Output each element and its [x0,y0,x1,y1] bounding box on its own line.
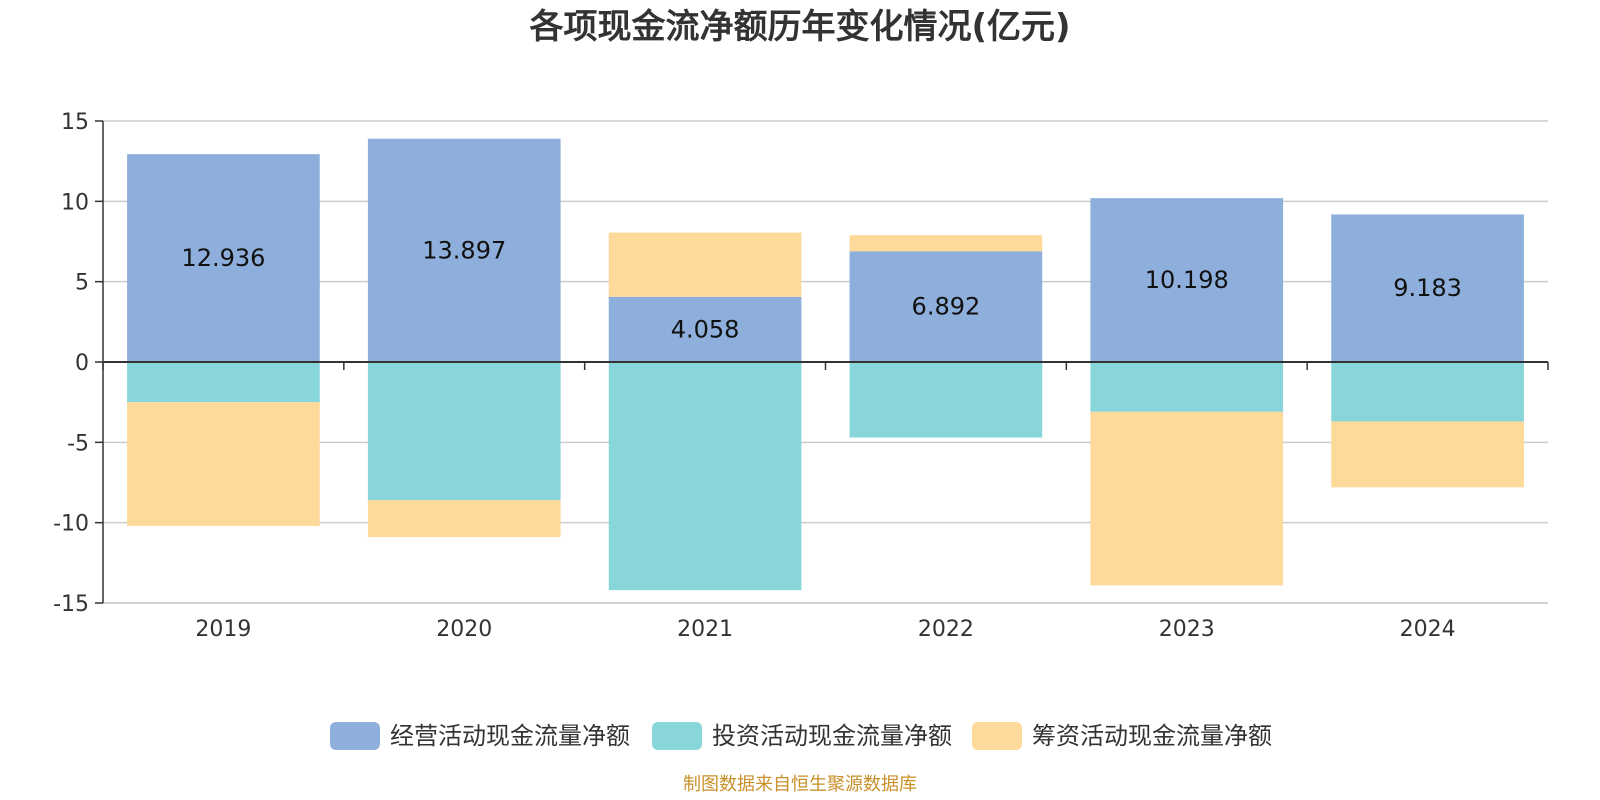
x-tick-label: 2019 [195,617,251,642]
x-tick-label: 2023 [1159,617,1215,642]
data-label-2019: 12.936 [181,244,265,272]
bar-2024-series-1 [1331,214,1524,362]
bar-2023-series-3 [1090,411,1284,586]
y-tick-label: -10 [53,512,89,537]
bar-2020-series-1 [367,138,561,362]
y-tick-label: 15 [61,110,89,135]
y-axis-tick-labels: 15 10 5 0 -5 -10 -15 [53,110,89,617]
data-label-2022: 6.892 [912,293,981,321]
y-tick-label: 10 [61,190,89,215]
bar-2020-series-2 [367,362,561,501]
bar-2021-series-3 [608,232,802,297]
legend: 经营活动现金流量净额 投资活动现金流量净额 筹资活动现金流量净额 [330,722,1272,750]
y-tick-label: 0 [75,351,89,376]
legend-label-2: 投资活动现金流量净额 [712,722,952,750]
bars [127,138,1524,591]
grid-lines [103,120,1548,604]
bar-2022-series-3 [849,235,1043,252]
bar-2019-series-1 [127,154,320,362]
bar-2022-series-1 [849,251,1043,362]
bar-2024-series-3 [1331,421,1524,488]
x-axis-tick-labels: 2019 2020 2021 2022 2023 2024 [195,617,1455,642]
data-label-2021: 4.058 [671,315,740,343]
data-label-2020: 13.897 [422,236,506,264]
source-note: 制图数据来自恒生聚源数据库 [683,774,917,795]
bar-2021-series-1 [608,296,802,362]
data-labels: 12.936 13.897 4.058 6.892 10.198 9.183 [181,236,1462,343]
bar-2020-series-3 [367,500,561,538]
chart-title: 各项现金流净额历年变化情况(亿元) [529,7,1070,47]
bar-2023-series-2 [1090,362,1284,412]
bar-2023-series-1 [1090,198,1284,362]
y-tick-label: -5 [67,431,89,456]
axes [95,120,1549,604]
x-tick-label: 2020 [436,617,492,642]
bar-2019-series-2 [127,362,320,403]
bar-2019-series-3 [127,402,320,526]
bar-2022-series-2 [849,362,1043,438]
y-tick-label: -15 [53,592,89,617]
bar-2024-series-2 [1331,362,1524,422]
data-label-2023: 10.198 [1145,266,1229,294]
legend-swatch-2 [652,722,702,750]
legend-swatch-3 [972,722,1022,750]
y-tick-label: 5 [75,271,89,296]
legend-swatch-1 [330,722,380,750]
bar-2021-series-2 [608,362,802,591]
data-label-2024: 9.183 [1393,274,1462,302]
legend-label-1: 经营活动现金流量净额 [390,722,630,750]
legend-label-3: 筹资活动现金流量净额 [1032,722,1272,750]
x-tick-label: 2021 [677,617,733,642]
x-tick-label: 2024 [1400,617,1456,642]
x-tick-label: 2022 [918,617,974,642]
